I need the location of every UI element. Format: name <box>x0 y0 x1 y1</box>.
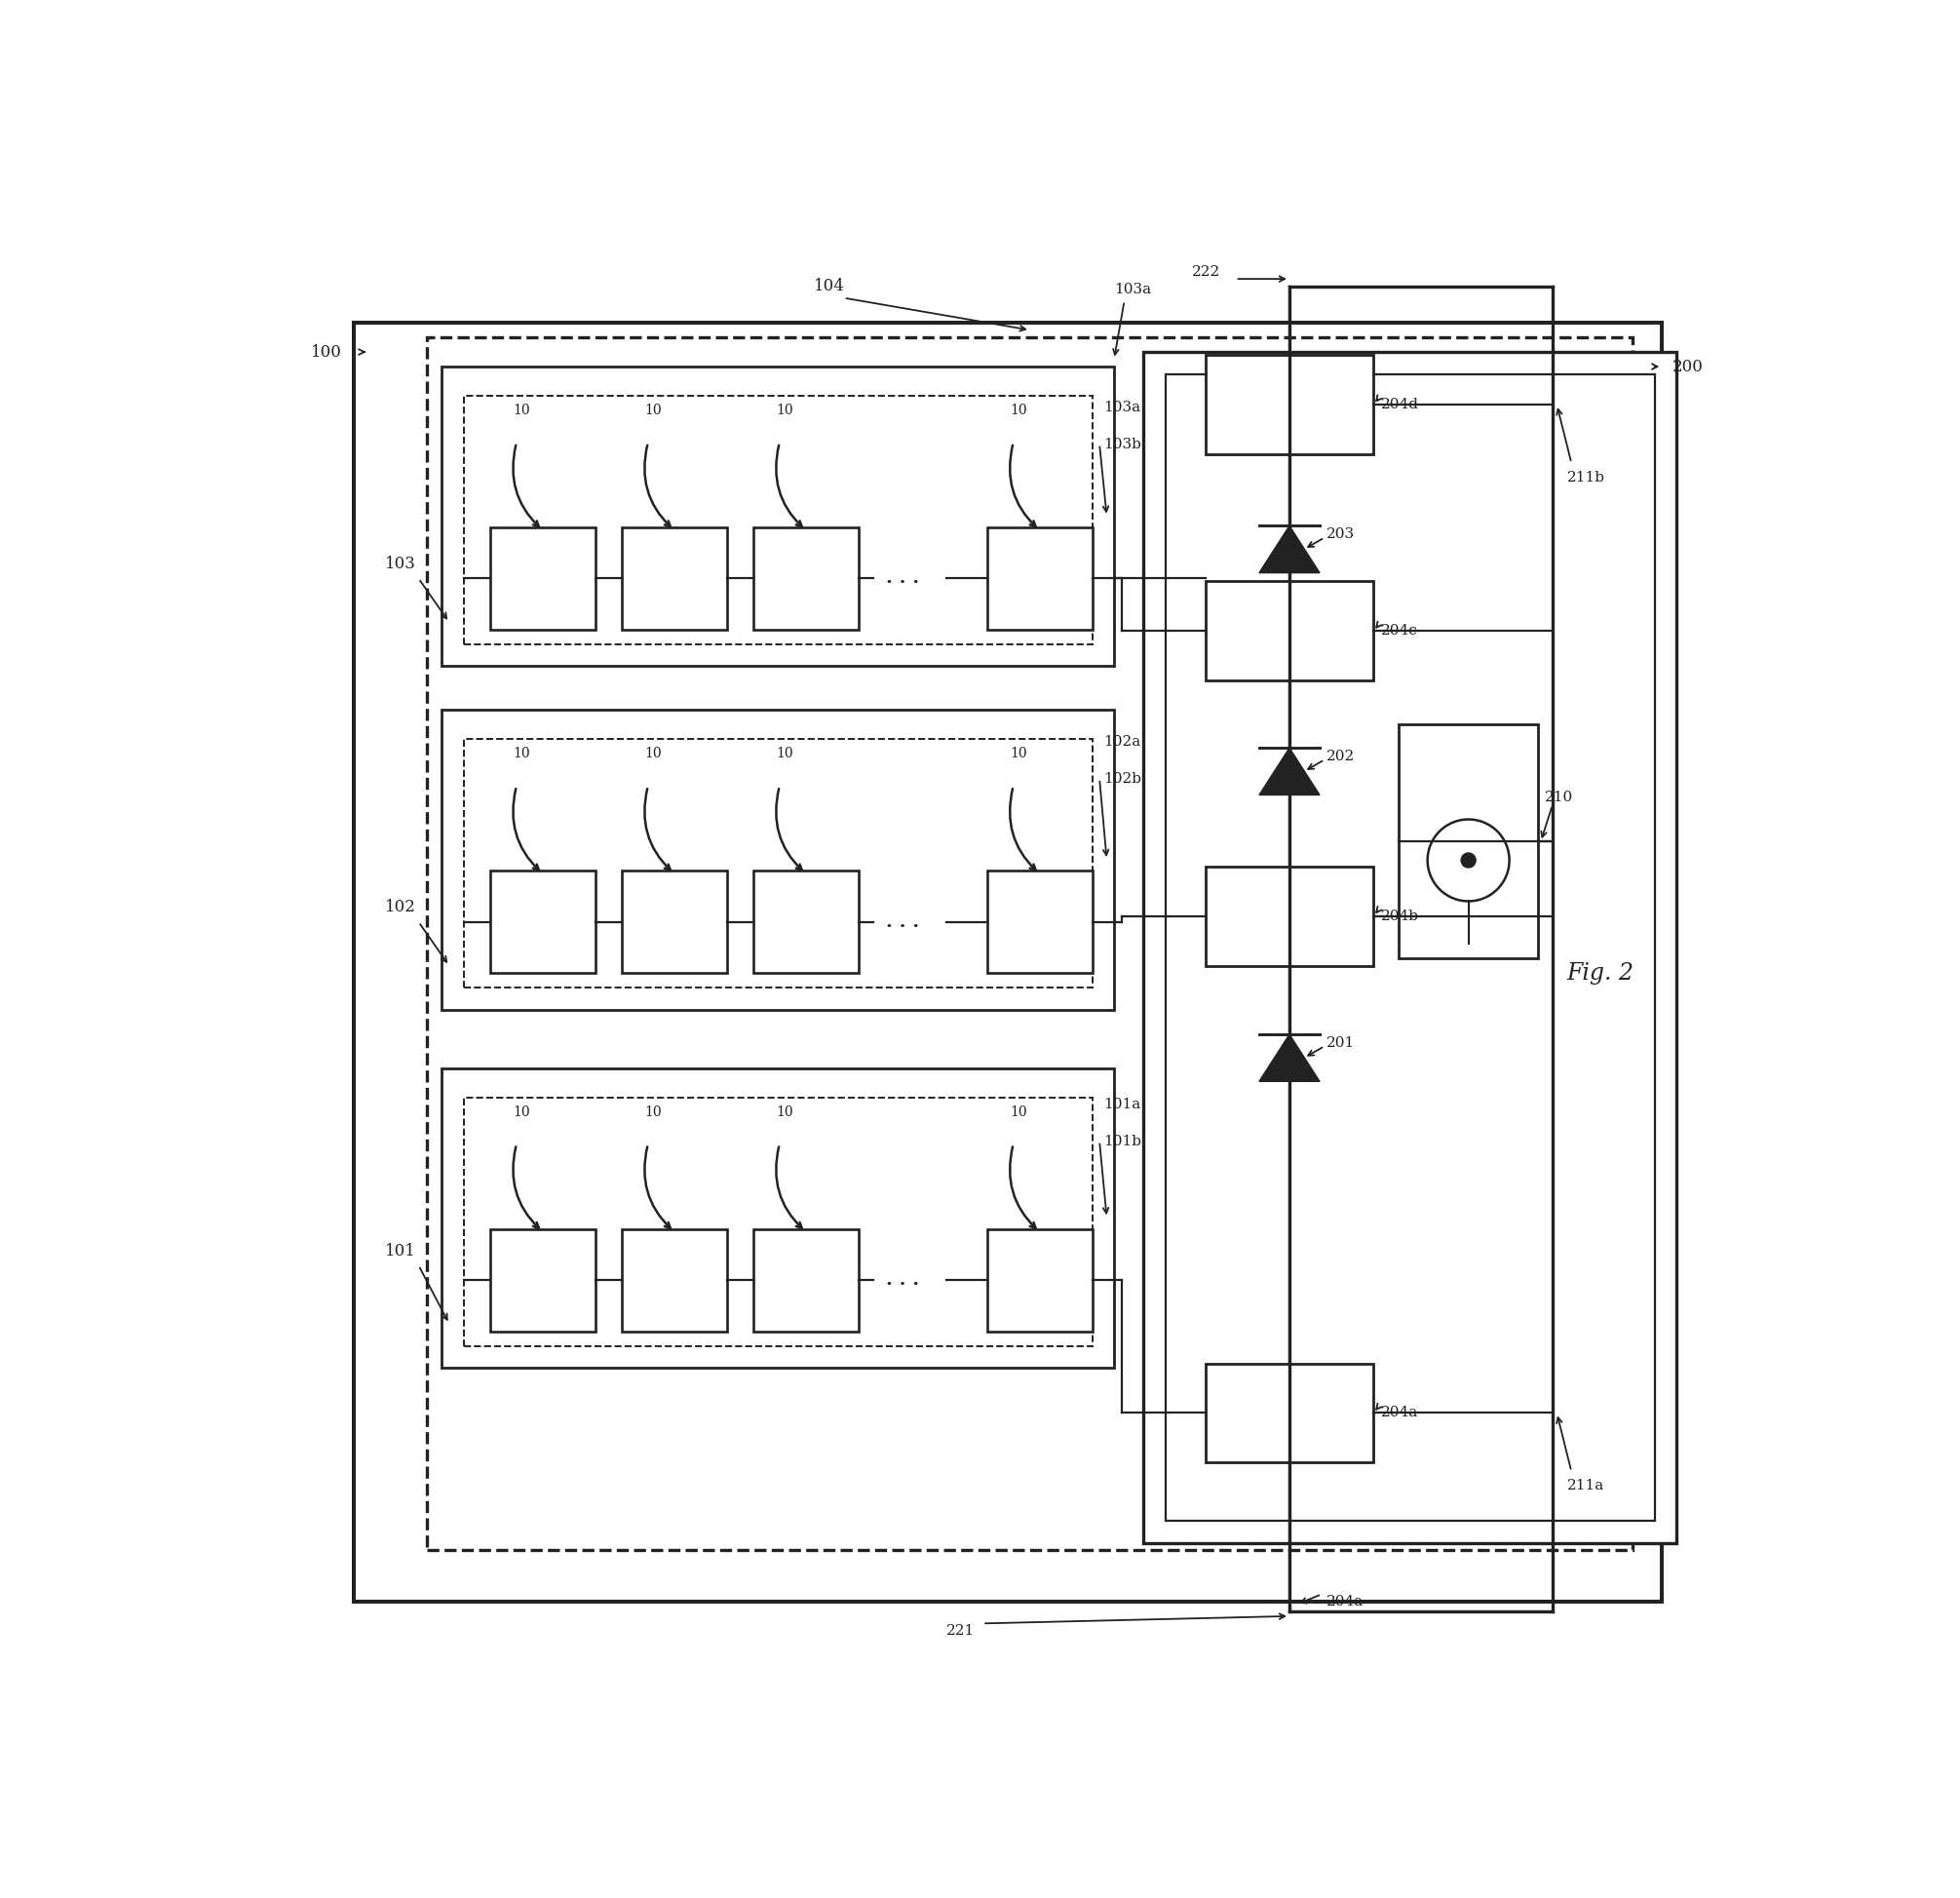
Text: 10: 10 <box>645 1105 662 1118</box>
Text: 204a: 204a <box>1327 1594 1364 1608</box>
Bar <box>1205 581 1374 681</box>
Bar <box>355 323 1662 1602</box>
Text: 204a: 204a <box>1380 1406 1417 1420</box>
Text: 211b: 211b <box>1568 471 1605 484</box>
Text: 201: 201 <box>1327 1036 1354 1050</box>
Text: 10: 10 <box>1009 404 1027 418</box>
Bar <box>753 871 858 974</box>
Text: 103: 103 <box>384 556 416 571</box>
Bar <box>490 528 596 630</box>
Text: 10: 10 <box>645 748 662 761</box>
Circle shape <box>1460 852 1476 867</box>
Text: 10: 10 <box>514 748 531 761</box>
Text: 10: 10 <box>776 1105 794 1118</box>
Bar <box>621 871 727 974</box>
Bar <box>1205 865 1374 966</box>
Text: 101: 101 <box>384 1243 416 1258</box>
Text: 102b: 102b <box>1103 772 1143 786</box>
Bar <box>465 740 1092 987</box>
Text: . . .: . . . <box>886 1272 919 1289</box>
Text: 10: 10 <box>1009 748 1027 761</box>
Bar <box>427 338 1633 1551</box>
Bar <box>441 1069 1113 1368</box>
Bar <box>465 397 1092 643</box>
Text: 222: 222 <box>1192 266 1219 279</box>
Bar <box>1143 351 1676 1543</box>
Bar <box>1205 355 1374 454</box>
Bar <box>441 710 1113 1010</box>
Text: 103a: 103a <box>1103 400 1141 414</box>
Text: 100: 100 <box>310 344 341 361</box>
Bar <box>621 528 727 630</box>
Bar <box>490 871 596 974</box>
Bar <box>988 871 1092 974</box>
Text: 104: 104 <box>813 277 845 294</box>
Text: 211a: 211a <box>1568 1479 1605 1494</box>
Bar <box>1205 1363 1374 1463</box>
Text: 101a: 101a <box>1103 1097 1141 1112</box>
Text: 10: 10 <box>776 748 794 761</box>
Bar <box>1399 725 1539 958</box>
Text: 210: 210 <box>1544 791 1574 805</box>
Text: 102a: 102a <box>1103 735 1141 750</box>
Bar <box>441 366 1113 666</box>
Text: 10: 10 <box>514 1105 531 1118</box>
Text: 200: 200 <box>1672 359 1703 376</box>
Text: 204b: 204b <box>1380 909 1419 922</box>
Text: . . .: . . . <box>886 913 919 930</box>
Polygon shape <box>1258 748 1319 795</box>
Text: 103a: 103a <box>1113 283 1151 296</box>
Text: 204d: 204d <box>1380 399 1419 412</box>
Bar <box>988 1228 1092 1330</box>
Text: 10: 10 <box>514 404 531 418</box>
Text: 101b: 101b <box>1103 1135 1143 1148</box>
Bar <box>1166 374 1654 1520</box>
Bar <box>988 528 1092 630</box>
Polygon shape <box>1258 526 1319 573</box>
Bar <box>621 1228 727 1330</box>
Bar <box>753 528 858 630</box>
Bar <box>465 1097 1092 1346</box>
Polygon shape <box>1258 1034 1319 1082</box>
Bar <box>490 1228 596 1330</box>
Text: . . .: . . . <box>886 569 919 586</box>
Text: 221: 221 <box>947 1625 974 1638</box>
Text: 10: 10 <box>776 404 794 418</box>
Text: 203: 203 <box>1327 528 1354 541</box>
Text: 10: 10 <box>645 404 662 418</box>
Text: 103b: 103b <box>1103 437 1143 452</box>
Text: Fig. 2: Fig. 2 <box>1568 962 1635 985</box>
Text: 204c: 204c <box>1380 624 1417 638</box>
Bar <box>753 1228 858 1330</box>
Text: 202: 202 <box>1327 750 1354 763</box>
Text: 10: 10 <box>1009 1105 1027 1118</box>
Text: 102: 102 <box>384 900 416 915</box>
